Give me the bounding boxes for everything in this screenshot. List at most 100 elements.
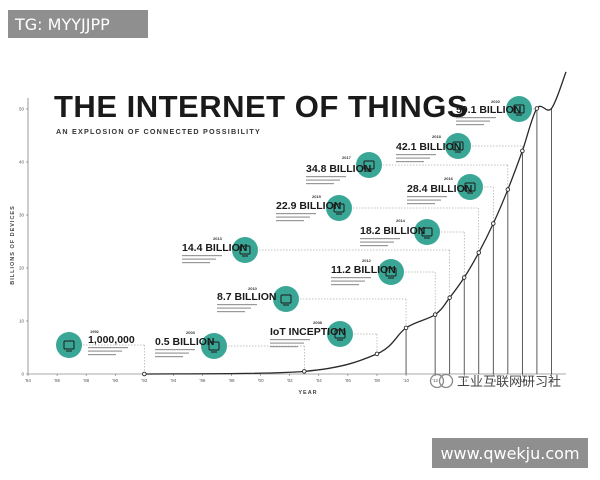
data-point	[505, 187, 511, 192]
x-tick-label: '98	[229, 378, 235, 383]
phone-icon	[280, 294, 292, 306]
annotation-description	[306, 183, 334, 185]
annotation-description	[407, 199, 441, 201]
tv-icon	[464, 182, 476, 194]
keyboard-icon	[385, 267, 397, 279]
x-tick-label: '14	[461, 378, 467, 383]
x-tick-label: '84	[25, 378, 31, 383]
data-line	[144, 71, 567, 375]
annotation-year: 2018	[432, 134, 442, 139]
annotation-description	[276, 213, 316, 215]
annotation-description	[456, 120, 490, 122]
annotation-year: 2016	[444, 176, 454, 181]
ribbon-bands	[405, 108, 552, 374]
x-tick-label: '86	[54, 378, 60, 383]
annotation-description	[182, 262, 210, 264]
tg-badge: TG: MYYJJPP	[8, 10, 148, 38]
x-tick-label: '06	[345, 378, 351, 383]
annotation-description	[396, 157, 430, 159]
annotation-description	[396, 154, 436, 156]
annotation-description	[331, 277, 371, 279]
annotation-description	[182, 258, 216, 260]
annotation-label: 50.1 BILLION	[456, 104, 521, 116]
data-point	[491, 221, 496, 226]
x-tick-label: '08	[374, 378, 380, 383]
annotation-description	[155, 356, 183, 358]
annotation-year: 2015	[312, 194, 322, 199]
y-axis-label: BILLIONS OF DEVICES	[10, 205, 16, 285]
icon-badge	[56, 332, 82, 358]
icon-badge	[326, 195, 352, 221]
thermometer-icon	[421, 227, 433, 239]
watermark: 工业互联网研习社	[429, 373, 561, 390]
annotation-description	[360, 241, 394, 243]
x-tick-label: '02	[287, 378, 293, 383]
x-tick-label: '00	[258, 378, 264, 383]
annotation-description	[88, 350, 122, 352]
annotation-description	[306, 176, 346, 178]
x-tick-label: '96	[200, 378, 206, 383]
annotation-description	[456, 124, 484, 126]
annotation-description	[331, 280, 365, 282]
icon-badge	[327, 321, 353, 347]
annotation-description	[88, 347, 128, 349]
annotation-9: 2016 28.4 BILLION	[407, 174, 483, 205]
x-tick-label: '12	[432, 378, 438, 383]
chart-subtitle: AN EXPLOSION OF CONNECTED POSSIBILITY	[56, 127, 261, 136]
laptop-icon	[208, 341, 220, 353]
annotation-label: 18.2 BILLION	[360, 225, 425, 237]
x-tick-label: '04	[316, 378, 322, 383]
data-point	[374, 351, 380, 357]
annotation-description	[217, 311, 245, 313]
x-tick-label: '94	[170, 378, 176, 383]
annotation-description	[331, 284, 359, 286]
data-point	[476, 250, 482, 255]
annotation-label: 34.8 BILLION	[306, 163, 371, 175]
icon-badge	[232, 237, 258, 263]
annotation-description	[276, 220, 304, 222]
series-line	[144, 71, 567, 375]
watermark-icon	[429, 373, 454, 389]
annotation-year: 2008	[313, 320, 323, 325]
annotation-description	[407, 203, 435, 205]
data-point	[520, 148, 525, 154]
data-points	[142, 106, 540, 377]
x-tick-label: '90	[112, 378, 118, 383]
annotation-year: 2017	[342, 155, 352, 160]
annotation-description	[276, 216, 310, 218]
annotation-year: 2020	[491, 99, 501, 104]
x-tick-label: '88	[83, 378, 89, 383]
wind-turbine-icon	[239, 245, 251, 257]
annotation-11: 2018 42.1 BILLION	[396, 133, 471, 163]
annotation-year: 2014	[396, 218, 406, 223]
annotation-label: 0.5 BILLION	[155, 336, 215, 348]
x-tick-label: '92	[141, 378, 147, 383]
watermark-text: 工业互联网研习社	[457, 374, 561, 390]
icon-badge	[201, 333, 227, 359]
annotation-label: 11.2 BILLION	[331, 264, 396, 276]
data-point	[302, 369, 307, 374]
data-point	[461, 275, 467, 280]
annotation-10: 2017 34.8 BILLION	[306, 152, 382, 185]
annotation-7: 2014 18.2 BILLION	[360, 218, 440, 247]
annotation-description	[306, 179, 340, 181]
annotation-description	[217, 307, 251, 309]
icon-badge	[445, 133, 471, 159]
annotation-label: IoT INCEPTION	[270, 326, 346, 338]
y-tick-label: 30	[19, 213, 25, 218]
x-tick-label: '20	[549, 378, 555, 383]
annotation-description	[456, 117, 496, 119]
annotation-description	[270, 339, 310, 341]
annotation-description	[360, 238, 400, 240]
y-tick-label: 40	[19, 160, 25, 165]
annotation-description	[88, 354, 116, 356]
y-tick-label: 20	[19, 266, 25, 271]
data-point	[432, 312, 438, 317]
